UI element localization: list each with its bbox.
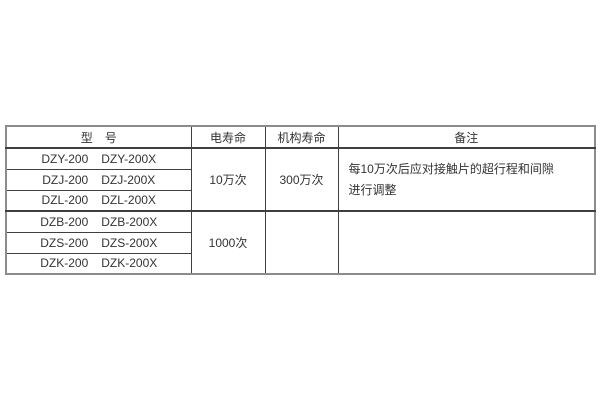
remark-line-2: 进行调整 — [348, 182, 397, 197]
model-name-x: DZJ-200X — [101, 172, 156, 187]
model-name: DZB-200 — [40, 214, 89, 229]
col-header-electrical-life: 电寿命 — [190, 125, 266, 149]
model-name: DZL-200 — [41, 193, 89, 208]
model-cell: DZY-200 DZY-200X — [5, 147, 192, 170]
model-cell: DZJ-200 DZJ-200X — [5, 168, 192, 191]
model-cell: DZB-200 DZB-200X — [5, 210, 192, 233]
table-row: DZJ-200 DZJ-200X — [5, 168, 595, 191]
electrical-life-cell: 1000次 — [190, 210, 266, 275]
remark-line-1: 每10万次后应对接触片的超行程和间隙 — [348, 161, 554, 176]
model-cell: DZS-200 DZS-200X — [5, 231, 192, 254]
model-name-x: DZY-200X — [101, 151, 157, 166]
remarks-cell: 每10万次后应对接触片的超行程和间隙 进行调整 — [337, 147, 596, 212]
model-name-x: DZL-200X — [101, 193, 156, 208]
model-name: DZY-200 — [41, 151, 89, 166]
col-header-mechanism-life: 机构寿命 — [264, 125, 339, 149]
mechanism-life-cell: 300万次 — [264, 147, 339, 212]
electrical-life-cell: 10万次 — [190, 147, 266, 212]
header-row: 型 号 电寿命 机构寿命 备注 — [5, 125, 596, 149]
table-row: DZB-200 DZB-200X 1000次 — [5, 210, 596, 275]
mechanism-life-cell — [264, 210, 339, 275]
model-name-x: DZS-200X — [101, 235, 158, 250]
model-cell: DZL-200 DZL-200X — [5, 189, 192, 212]
model-name: DZJ-200 — [42, 172, 89, 187]
col-header-model: 型 号 — [5, 125, 192, 149]
table-row: DZY-200 DZY-200X 10万次 300万次 每10万次后应对接触片的超… — [5, 147, 596, 212]
remarks-cell — [337, 210, 596, 275]
model-name: DZK-200 — [40, 256, 89, 271]
model-cell: DZK-200 DZK-200X — [5, 252, 192, 275]
model-name-x: DZK-200X — [101, 256, 158, 271]
table-row: DZK-200 DZK-200X — [5, 252, 595, 275]
relay-spec-table: 型 号 电寿命 机构寿命 备注 DZY-200 DZY-200X 10万次 300… — [5, 125, 596, 275]
table-row: DZL-200 DZL-200X — [5, 189, 595, 212]
model-name: DZS-200 — [40, 235, 89, 250]
col-header-remarks: 备注 — [337, 125, 596, 149]
model-name-x: DZB-200X — [101, 214, 158, 229]
